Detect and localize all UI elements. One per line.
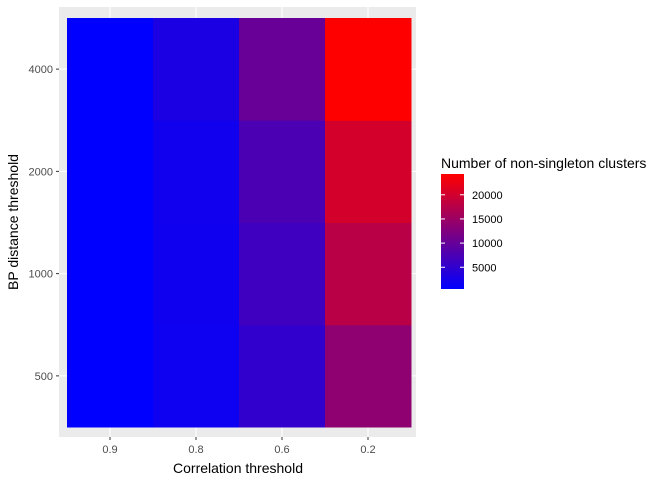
y-axis: 500 1000 2000 4000 bbox=[29, 64, 59, 383]
heatmap-cell bbox=[239, 120, 326, 223]
colorbar-tick-label: 5000 bbox=[472, 262, 496, 274]
heatmap-cell bbox=[67, 120, 154, 223]
heatmap-cell bbox=[153, 324, 240, 428]
heatmap-cell bbox=[67, 18, 154, 121]
x-tick-label: 0.6 bbox=[274, 444, 289, 456]
heatmap-cell bbox=[239, 222, 326, 326]
heatmap-cell bbox=[325, 120, 412, 223]
heatmap-cell bbox=[239, 18, 326, 121]
colorbar-tick-label: 15000 bbox=[472, 214, 503, 226]
y-axis-title: BP distance threshold bbox=[5, 154, 21, 290]
colorbar bbox=[441, 174, 464, 289]
x-axis: 0.9 0.8 0.6 0.2 bbox=[102, 437, 376, 456]
y-tick-label: 2000 bbox=[29, 166, 53, 178]
heatmap-cell bbox=[153, 222, 240, 326]
colorbar-tick-label: 20000 bbox=[472, 190, 503, 202]
y-tick-label: 4000 bbox=[29, 64, 53, 76]
x-axis-title: Correlation threshold bbox=[173, 460, 303, 476]
x-tick-label: 0.8 bbox=[188, 444, 203, 456]
colorbar-tick-label: 10000 bbox=[472, 238, 503, 250]
legend: Number of non-singleton clusters 5000 100… bbox=[441, 155, 646, 289]
colorbar-ticks: 5000 10000 15000 20000 bbox=[441, 190, 503, 274]
heatmap-cell bbox=[239, 324, 326, 428]
heatmap-cells bbox=[59, 7, 416, 437]
heatmap-cell bbox=[325, 222, 412, 326]
x-tick-label: 0.9 bbox=[102, 444, 117, 456]
heatmap-cell bbox=[153, 18, 240, 121]
x-tick-label: 0.2 bbox=[360, 444, 375, 456]
heatmap-cell bbox=[325, 18, 412, 121]
heatmap-cell bbox=[325, 324, 412, 428]
y-tick-label: 500 bbox=[35, 371, 53, 383]
y-tick-label: 1000 bbox=[29, 269, 53, 281]
heatmap-cell bbox=[67, 324, 154, 428]
heatmap-cell bbox=[67, 222, 154, 326]
heatmap-cell bbox=[153, 120, 240, 223]
legend-title: Number of non-singleton clusters bbox=[441, 155, 646, 171]
